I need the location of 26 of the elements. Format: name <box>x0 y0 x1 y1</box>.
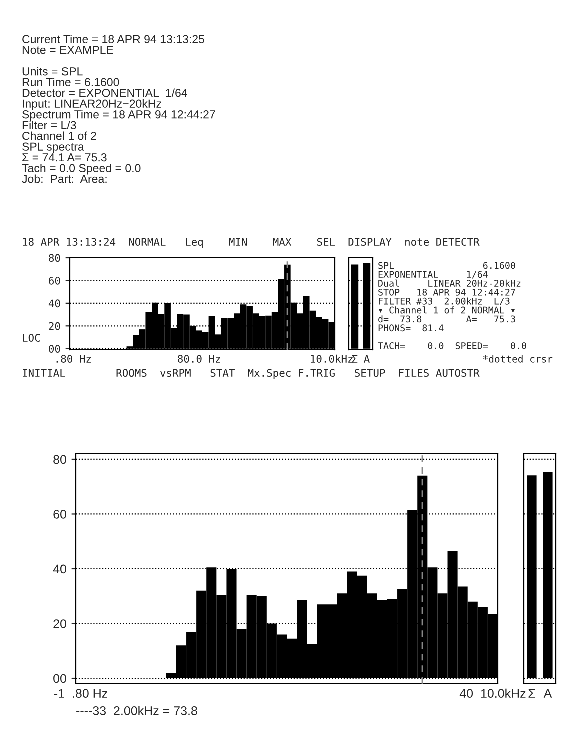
y-tick-label: 40 <box>53 564 66 574</box>
y-tick-label: 60 <box>49 276 60 285</box>
y-tick-label: 80 <box>49 254 60 262</box>
x-tick-label: -1 .80 Hz <box>54 689 108 698</box>
y-tick-label: 20 <box>54 620 66 628</box>
text: *dotted crsr <box>484 355 553 363</box>
x-tick-label: A <box>364 355 370 363</box>
text: INITIAL ROOMS vsRPM STAT Mx.Spec F.TRIG SETUP FILES AUTOSTR <box>23 369 480 380</box>
y-tick-label: 80 <box>54 455 66 464</box>
x-tick-label: 10.0kHz <box>311 354 353 363</box>
x-tick-label: .80 Hz <box>56 355 91 363</box>
x-tick-label: 40 10.0kHz <box>460 688 526 698</box>
y-tick-label: 00 <box>54 674 66 684</box>
y-tick-label: 60 <box>54 510 66 519</box>
x-tick-label: Σ <box>528 689 536 698</box>
text: SPL 6.1600 EXPONENTIAL 1/64 Dual LINEAR 20Hz-20kHz STOP 18 APR 94 12:44:27 FILTER #33 2.00kHz L/3 ▾ Channel 1 of 2 NORMAL ▾ d= 73.8 A= 75.3 PHONS= 81.4 TACH= 0.0 SPEED= 0.0 <box>378 262 526 350</box>
y-tick-label: 40 <box>48 300 60 308</box>
text: ----33 2.00kHz = 73.8 <box>76 706 198 716</box>
text: 18 APR 13:13:24 NORMAL Leq MIN MAX SEL DISPLAY note DETECTR <box>23 238 480 248</box>
x-tick-label: A <box>544 689 552 698</box>
x-tick-label: 80.0 Hz <box>178 355 220 363</box>
x-tick-label: Σ <box>352 355 358 363</box>
y-tick-label: 20 <box>49 322 60 330</box>
text: Current Time = 18 APR 94 13:13:25 Note = EXAMPLE Units = SPL Run Time = 6.1600 Detector = EXPONENTIAL 1/64 Input: LINEAR20Hz−20kHz Spectrum Time = 18 APR 94 12:44:27 Filter = L/3 Channel 1 of 2 SPL spectra Σ = 74.1 A= 75.3 Tach = 0.0 Speed = 0.0 Job: Part: Area: <box>22 35 216 184</box>
text: LOC <box>23 334 40 342</box>
y-tick-label: 00 <box>49 345 60 353</box>
